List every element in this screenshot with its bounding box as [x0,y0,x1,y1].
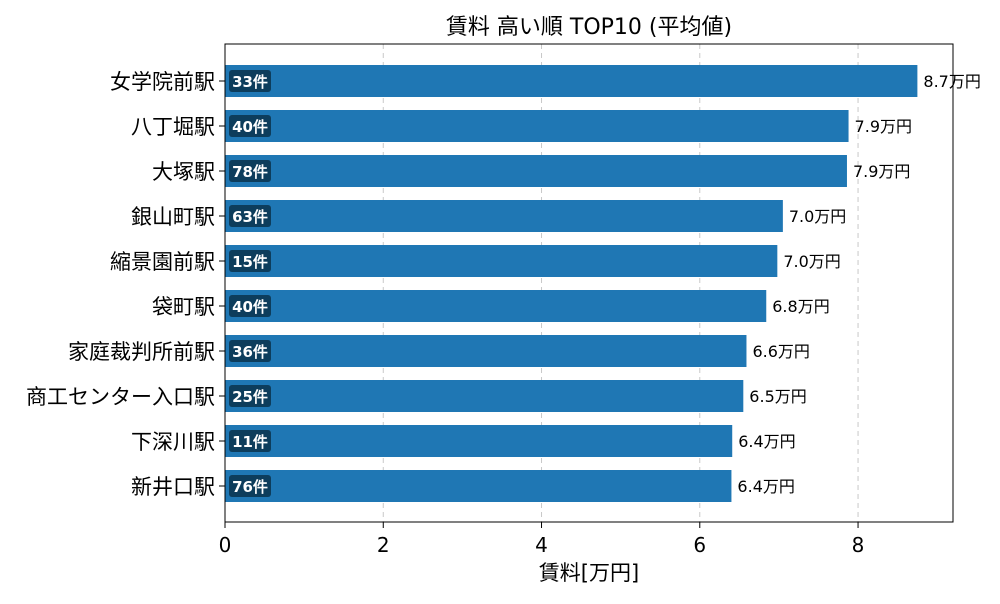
count-label: 36件 [232,343,268,361]
count-badge [229,340,271,362]
y-tick-label: 袋町駅 [152,295,215,319]
count-badge [229,475,271,497]
y-tick-label: 下深川駅 [131,430,215,454]
value-label: 7.9万円 [855,117,912,136]
y-tick-label: 大塚駅 [152,160,215,184]
y-tick-label: 商工センター入口駅 [26,385,215,409]
count-badge [229,115,271,137]
value-label: 6.8万円 [772,297,829,316]
value-label: 6.4万円 [738,432,795,451]
y-tick-label: 八丁堀駅 [131,115,215,139]
value-label: 7.0万円 [783,252,840,271]
bar [225,155,847,187]
x-tick-label: 6 [693,533,706,557]
y-tick-label: 銀山町駅 [131,205,215,229]
bar [225,245,778,277]
value-label: 6.4万円 [737,477,794,496]
count-label: 25件 [232,388,268,406]
count-badge [229,250,271,272]
count-badge [229,160,271,182]
count-badge [229,205,271,227]
value-label: 7.0万円 [789,207,846,226]
count-label: 40件 [232,118,268,136]
x-axis-label: 賃料[万円] [539,561,639,585]
count-label: 11件 [232,433,268,451]
x-tick-label: 8 [852,533,865,557]
count-badge [229,70,271,92]
count-label: 40件 [232,298,268,316]
y-tick-label: 新井口駅 [131,475,215,499]
x-axis: 0 2 4 6 8 [219,522,865,557]
bars: 33件 8.7万円 40件 7.9万円 78件 7.9万円 63件 7.0万円 15件 7.0万円… [225,65,981,502]
bar [225,110,849,142]
y-axis: 女学院前駅八丁堀駅大塚駅銀山町駅縮景園前駅袋町駅家庭裁判所前駅商工センター入口駅… [26,70,225,499]
bar [225,425,733,457]
bar [225,470,732,502]
value-label: 6.5万円 [749,387,806,406]
x-tick-label: 0 [219,533,232,557]
y-tick-label: 縮景園前駅 [110,250,215,274]
chart-title: 賃料 高い順 TOP10 (平均値) [446,15,732,40]
bar [225,335,747,367]
bar [225,380,744,412]
count-badge [229,430,271,452]
count-label: 15件 [232,253,268,271]
count-badge [229,385,271,407]
value-label: 8.7万円 [923,72,980,91]
count-label: 63件 [232,208,268,226]
count-label: 76件 [232,478,268,496]
y-tick-label: 家庭裁判所前駅 [68,340,215,364]
plot-frame [224,43,954,523]
count-label: 33件 [232,73,268,91]
y-tick-label: 女学院前駅 [110,70,215,94]
bar [225,290,767,322]
count-label: 78件 [232,163,268,181]
bar [225,200,783,232]
value-label: 7.9万円 [853,162,910,181]
bar [225,65,918,97]
count-badge [229,295,271,317]
x-tick-label: 4 [535,533,548,557]
value-label: 6.6万円 [752,342,809,361]
x-tick-label: 2 [377,533,390,557]
